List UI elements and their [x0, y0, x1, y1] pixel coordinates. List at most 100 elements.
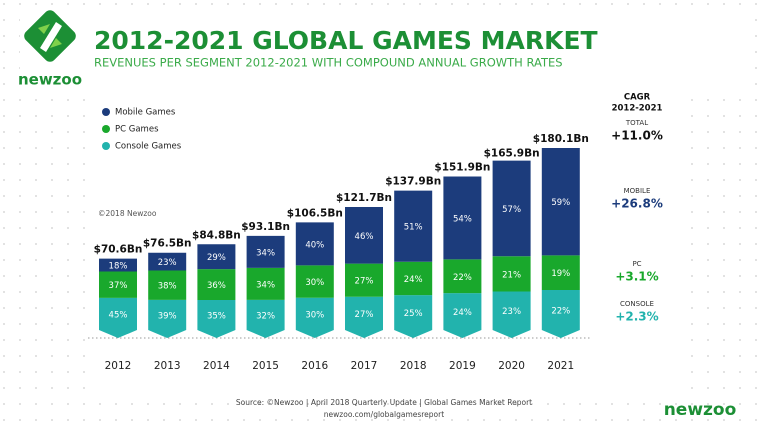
bar-segment — [492, 160, 531, 257]
segment-label: 59% — [551, 198, 570, 208]
bar-segment — [345, 263, 383, 297]
segment-label: 34% — [256, 248, 275, 258]
bar-segment — [246, 299, 285, 338]
x-tick-label: 2014 — [203, 360, 230, 372]
bar-segment — [492, 291, 531, 338]
segment-label: 45% — [109, 310, 128, 320]
header-bg — [20, 8, 750, 92]
bar-segment — [197, 300, 236, 338]
total-label: $151.9Bn — [434, 161, 490, 173]
source-url: newzoo.com/globalgamesreport — [324, 410, 444, 419]
bar-segment — [148, 252, 187, 271]
segment-label: 25% — [404, 309, 423, 319]
bar-segment — [99, 258, 137, 272]
segment-label: 37% — [109, 281, 128, 291]
legend-label: Mobile Games — [115, 108, 176, 118]
cagr-value: +11.0% — [611, 129, 663, 143]
segment-label: 46% — [355, 232, 374, 242]
cagr-title: 2012-2021 — [612, 104, 663, 114]
total-label: $106.5Bn — [287, 207, 343, 219]
bar-segment — [99, 271, 137, 298]
x-tick-label: 2015 — [252, 360, 279, 372]
bar-segment — [295, 265, 334, 298]
segment-label: 24% — [404, 275, 423, 285]
copyright: ©2018 Newzoo — [98, 209, 157, 218]
total-label: $84.8Bn — [192, 229, 241, 241]
x-tick-label: 2012 — [105, 360, 132, 372]
logo-text: newzoo — [18, 71, 82, 89]
total-label: $180.1Bn — [533, 133, 589, 145]
segment-label: 51% — [404, 223, 423, 233]
bar-segment — [295, 222, 334, 266]
total-label: $93.1Bn — [241, 221, 290, 233]
bar-segment — [148, 270, 187, 300]
bar-segment — [246, 235, 285, 268]
segment-label: 23% — [502, 307, 521, 317]
total-label: $121.7Bn — [336, 192, 392, 204]
legend-label: Console Games — [115, 142, 182, 152]
bar-segment — [541, 148, 580, 256]
segment-label: 36% — [207, 281, 226, 291]
bar-segment — [394, 190, 433, 262]
bar-segment — [295, 297, 334, 338]
legend-swatch — [102, 108, 110, 116]
logo-mark — [24, 10, 76, 62]
x-tick-label: 2016 — [301, 360, 328, 372]
segment-label: 34% — [256, 280, 275, 290]
x-tick-label: 2019 — [449, 360, 476, 372]
bar-segment — [541, 289, 580, 338]
segment-label: 22% — [551, 306, 570, 316]
x-tick-label: 2013 — [154, 360, 181, 372]
x-tick-label: 2020 — [498, 360, 525, 372]
x-tick-label: 2018 — [400, 360, 427, 372]
segment-label: 39% — [158, 311, 177, 321]
segment-label: 54% — [453, 214, 472, 224]
bar-segment — [345, 296, 383, 338]
legend-swatch — [102, 142, 110, 150]
cagr-name: TOTAL — [625, 119, 648, 127]
segment-label: 19% — [551, 269, 570, 279]
bar-segment — [443, 293, 482, 338]
cagr-value: +26.8% — [611, 197, 663, 211]
bar-segment — [148, 299, 187, 338]
segment-label: 27% — [355, 277, 374, 287]
cagr-value: +3.1% — [615, 270, 658, 284]
cagr-name: MOBILE — [624, 187, 651, 195]
bar-segment — [246, 267, 285, 300]
segment-label: 21% — [502, 270, 521, 280]
bar-segment — [345, 207, 383, 264]
cagr-name: CONSOLE — [620, 300, 654, 308]
segment-label: 30% — [305, 310, 324, 320]
cagr-name: PC — [632, 260, 641, 268]
bar-segment — [197, 244, 236, 270]
plot-bg — [90, 92, 690, 392]
x-tick-label: 2021 — [547, 360, 574, 372]
source: Source: ©Newzoo | April 2018 Quarterly U… — [236, 398, 532, 407]
bar-segment — [394, 261, 433, 296]
bar-segment — [443, 176, 482, 260]
bar-segment — [394, 295, 433, 338]
segment-label: 57% — [502, 205, 521, 215]
segment-label: 18% — [109, 262, 128, 272]
segment-label: 27% — [355, 310, 374, 320]
segment-label: 23% — [158, 258, 177, 268]
total-label: $165.9Bn — [484, 147, 540, 159]
bar-segment — [443, 259, 482, 294]
segment-label: 24% — [453, 308, 472, 318]
total-label: $76.5Bn — [143, 238, 192, 250]
segment-label: 32% — [256, 311, 275, 321]
segment-label: 35% — [207, 312, 226, 322]
total-label: $137.9Bn — [385, 176, 441, 188]
legend-label: PC Games — [115, 125, 159, 135]
cagr-title: CAGR — [624, 93, 651, 103]
segment-label: 38% — [158, 282, 177, 292]
legend-swatch — [102, 125, 110, 133]
bar-segment — [541, 255, 580, 290]
segment-label: 29% — [207, 253, 226, 263]
total-label: $70.6Bn — [94, 244, 143, 256]
bar-segment — [197, 269, 236, 301]
bar-segment — [99, 297, 137, 338]
x-tick-label: 2017 — [351, 360, 378, 372]
chart-subtitle: REVENUES PER SEGMENT 2012-2021 WITH COMP… — [94, 56, 563, 70]
